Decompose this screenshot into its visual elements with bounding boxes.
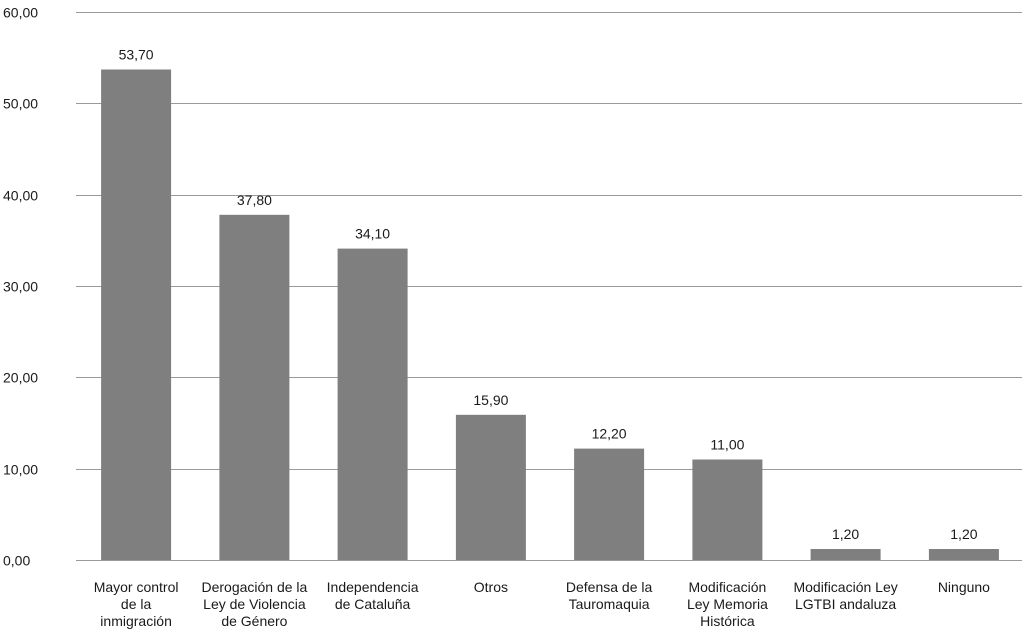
y-tick-label: 60,00 [3, 5, 38, 21]
bar [810, 549, 881, 560]
x-tick-label: Independencia de Cataluña [327, 579, 419, 612]
x-tick-label: Ninguno [938, 579, 990, 595]
y-tick-label: 40,00 [3, 188, 38, 204]
x-tick-label: Modificación Ley LGTBI andaluza [793, 579, 897, 612]
x-tick-label: Otros [474, 579, 508, 595]
y-tick-label: 20,00 [3, 370, 38, 386]
data-label: 1,20 [832, 526, 859, 542]
x-tick-label: Modificación Ley Memoria Histórica [687, 579, 768, 629]
x-tick-label: Mayor control de la inmigración [94, 579, 179, 629]
data-label: 15,90 [473, 392, 508, 408]
y-tick-label: 0,00 [3, 553, 30, 569]
data-label: 1,20 [950, 526, 977, 542]
x-tick-label: Defensa de la Tauromaquia [566, 579, 653, 612]
y-tick-label: 30,00 [3, 279, 38, 295]
bar [101, 69, 172, 560]
data-label: 12,20 [592, 426, 627, 442]
data-label: 11,00 [710, 437, 744, 453]
x-tick-label: Derogación de la Ley de Violencia de Géner… [201, 579, 307, 629]
bar [692, 459, 763, 560]
data-label: 34,10 [355, 226, 390, 242]
data-label: 37,80 [237, 192, 272, 208]
data-label: 53,70 [119, 47, 154, 63]
bar [574, 448, 645, 560]
y-tick-label: 10,00 [3, 462, 38, 478]
bar [337, 248, 408, 560]
bar [219, 214, 290, 561]
bar [928, 549, 999, 560]
bar [455, 414, 526, 560]
y-tick-label: 50,00 [3, 96, 38, 112]
